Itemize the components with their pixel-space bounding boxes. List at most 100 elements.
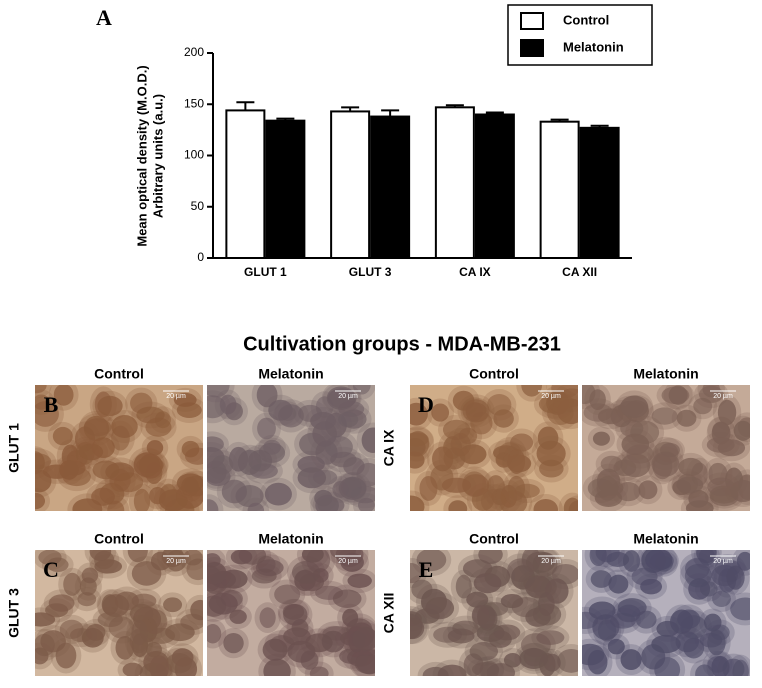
nucleus	[207, 561, 227, 585]
nucleus	[730, 479, 750, 503]
micrograph: 20 µm	[35, 550, 203, 676]
panel-letter: E	[419, 557, 434, 582]
nucleus	[431, 403, 450, 422]
micrograph: 20 µm	[410, 550, 578, 676]
nucleus	[340, 552, 364, 572]
nucleus	[35, 401, 59, 427]
nucleus	[77, 592, 97, 607]
nucleus	[410, 451, 425, 469]
nucleus	[248, 449, 273, 472]
nucleus	[500, 594, 524, 609]
panel-letter: B	[44, 392, 59, 417]
nucleus	[63, 572, 82, 596]
nucleus	[551, 385, 578, 399]
nucleus	[507, 448, 526, 474]
nucleus	[410, 495, 425, 511]
row-label: CA XII	[381, 593, 397, 634]
legend-label: Control	[563, 12, 609, 27]
nucleus	[145, 417, 172, 437]
nucleus	[48, 594, 75, 612]
nucleus	[274, 584, 301, 605]
nucleus	[146, 440, 164, 456]
nucleus	[133, 488, 151, 511]
nucleus	[597, 408, 624, 425]
y-tick-label: 200	[184, 45, 204, 59]
nucleus	[342, 477, 362, 498]
nucleus	[352, 627, 375, 651]
column-heading: Control	[94, 366, 144, 382]
nucleus	[361, 427, 375, 453]
nucleus	[133, 452, 160, 478]
bar	[225, 109, 266, 260]
micrograph: 20 µm	[35, 385, 203, 511]
panel-letter: C	[43, 557, 59, 582]
nucleus	[309, 666, 329, 676]
nucleus	[300, 650, 319, 670]
nucleus	[525, 575, 552, 599]
nucleus	[503, 653, 522, 668]
row-label: GLUT 1	[6, 423, 22, 473]
nucleus	[685, 557, 710, 580]
nucleus	[478, 550, 503, 565]
nucleus	[455, 574, 472, 599]
nucleus	[158, 489, 188, 511]
nucleus	[343, 457, 365, 476]
nucleus	[596, 476, 619, 501]
y-tick-label: 50	[191, 199, 205, 213]
nucleus	[678, 457, 703, 477]
nucleus	[122, 662, 143, 676]
nucleus	[46, 557, 69, 573]
nucleus	[676, 476, 704, 494]
nucleus	[458, 427, 478, 445]
nucleus	[35, 612, 56, 627]
nucleus	[620, 453, 651, 478]
nucleus	[533, 498, 559, 511]
scale-label: 20 µm	[166, 393, 186, 400]
nucleus	[161, 550, 184, 568]
nucleus	[448, 500, 468, 511]
nucleus	[207, 623, 222, 644]
nucleus	[536, 630, 565, 645]
nucleus	[208, 592, 238, 615]
scale-label: 20 µm	[713, 393, 733, 400]
nucleus	[219, 569, 248, 589]
nucleus	[186, 558, 203, 581]
nucleus	[651, 451, 680, 477]
nucleus	[291, 560, 321, 584]
nucleus	[219, 394, 237, 415]
nucleus	[698, 385, 724, 404]
nucleus	[102, 594, 130, 618]
nucleus	[310, 412, 337, 430]
scale-label: 20 µm	[338, 393, 358, 400]
y-axis-label: Arbitrary units (a.u.)	[150, 94, 165, 218]
legend-swatch	[520, 12, 544, 30]
nucleus	[707, 477, 735, 497]
nucleus	[707, 656, 728, 673]
nucleus	[677, 609, 701, 629]
nucleus	[190, 599, 203, 621]
column-heading: Melatonin	[258, 531, 323, 547]
y-tick-label: 100	[184, 148, 204, 162]
nucleus	[263, 658, 291, 676]
nucleus	[127, 550, 148, 563]
nucleus	[539, 459, 564, 478]
y-tick-label: 0	[197, 250, 204, 264]
nucleus	[85, 623, 106, 641]
y-tick-label: 150	[184, 96, 204, 110]
bar	[370, 115, 411, 259]
nucleus	[463, 653, 484, 676]
nucleus	[264, 482, 292, 506]
nucleus	[730, 597, 750, 621]
nucleus	[229, 609, 247, 624]
nucleus	[301, 550, 324, 563]
nucleus	[207, 499, 219, 511]
nucleus	[131, 619, 148, 646]
nucleus	[651, 634, 681, 654]
bar	[265, 119, 306, 260]
nucleus	[256, 385, 278, 408]
bar	[434, 106, 475, 259]
scale-label: 20 µm	[338, 558, 358, 565]
nucleus	[635, 610, 657, 629]
nucleus	[582, 611, 599, 629]
nucleus	[40, 630, 66, 653]
